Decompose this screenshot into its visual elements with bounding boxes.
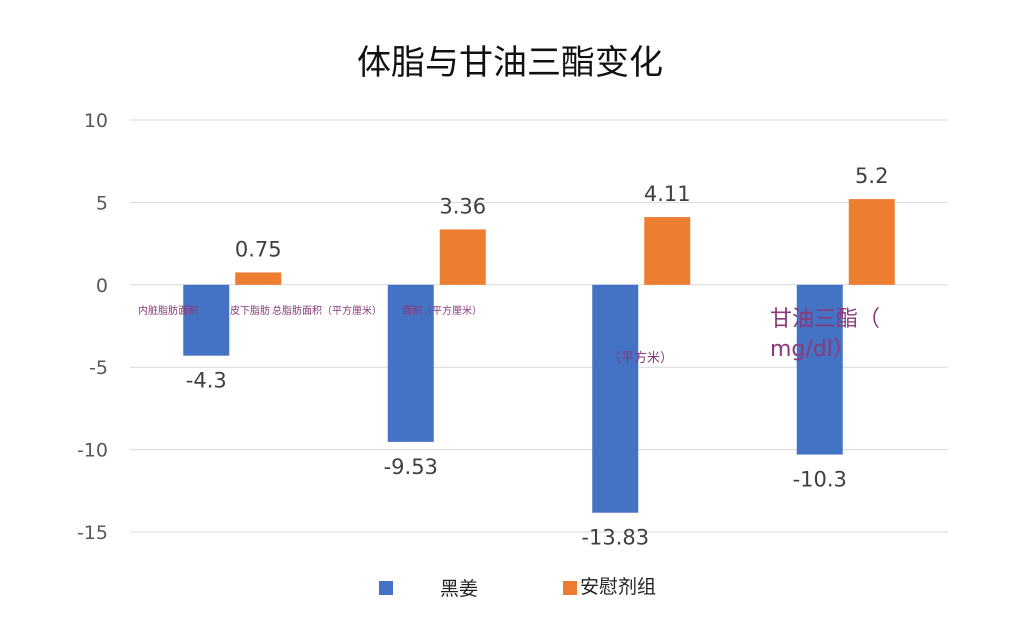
- data-label: 4.11: [644, 182, 691, 206]
- bar-placebo: [644, 217, 691, 285]
- data-label: -13.83: [581, 526, 649, 550]
- chart-title: 体脂与甘油三酯变化: [357, 43, 663, 83]
- bar-black-ginger: [796, 284, 843, 455]
- bar-black-ginger: [387, 284, 434, 442]
- y-tick-label: -5: [89, 357, 108, 379]
- bar-placebo: [235, 272, 282, 285]
- legend-label-placebo: 安慰剂组: [580, 576, 656, 598]
- data-label: 0.75: [235, 237, 282, 261]
- category-label-total-fat-area: 总脂肪面积（平方厘米）: [272, 304, 382, 317]
- data-label: -4.3: [186, 369, 227, 393]
- data-labels: -4.3 -9.53 -13.83 -10.3 0.75 3.36 4.11 5.2: [186, 164, 889, 550]
- y-tick-label: 0: [96, 275, 108, 297]
- legend-swatch-placebo: [563, 581, 577, 595]
- data-label: 3.36: [439, 194, 486, 218]
- data-label: -9.53: [384, 455, 438, 479]
- y-tick-label: 10: [84, 110, 108, 132]
- y-tick-label: 5: [96, 192, 108, 214]
- category-label-subcutaneous-fat: 皮下脂肪: [230, 304, 270, 317]
- y-axis-ticks: 10 5 0 -5 -10 -15: [77, 110, 108, 544]
- y-tick-label: -10: [77, 440, 108, 462]
- category-label-area-cm2: 面积（平方厘米）: [402, 304, 482, 317]
- bar-black-ginger: [592, 284, 639, 513]
- bar-black-ginger: [183, 284, 230, 356]
- data-label: 5.2: [855, 164, 888, 188]
- category-label-visceral-fat: 内脏脂肪面积: [138, 304, 198, 317]
- category-label-triglyceride-unit: mg/dl）: [770, 337, 855, 362]
- y-tick-label: -15: [77, 522, 108, 544]
- bar-placebo: [439, 229, 486, 285]
- category-labels: 内脏脂肪面积 皮下脂肪 总脂肪面积（平方厘米） 面积（平方厘米） （平方米） 甘…: [138, 304, 880, 366]
- legend: 黑姜 安慰剂组: [379, 576, 656, 600]
- category-label-triglyceride: 甘油三酯（: [770, 307, 880, 332]
- bar-placebo: [848, 199, 895, 285]
- category-label-m2: （平方米）: [608, 350, 673, 366]
- legend-label-black-ginger: 黑姜: [440, 578, 478, 600]
- legend-swatch-black-ginger: [379, 581, 393, 595]
- data-label: -10.3: [793, 468, 847, 492]
- bars: [183, 199, 895, 513]
